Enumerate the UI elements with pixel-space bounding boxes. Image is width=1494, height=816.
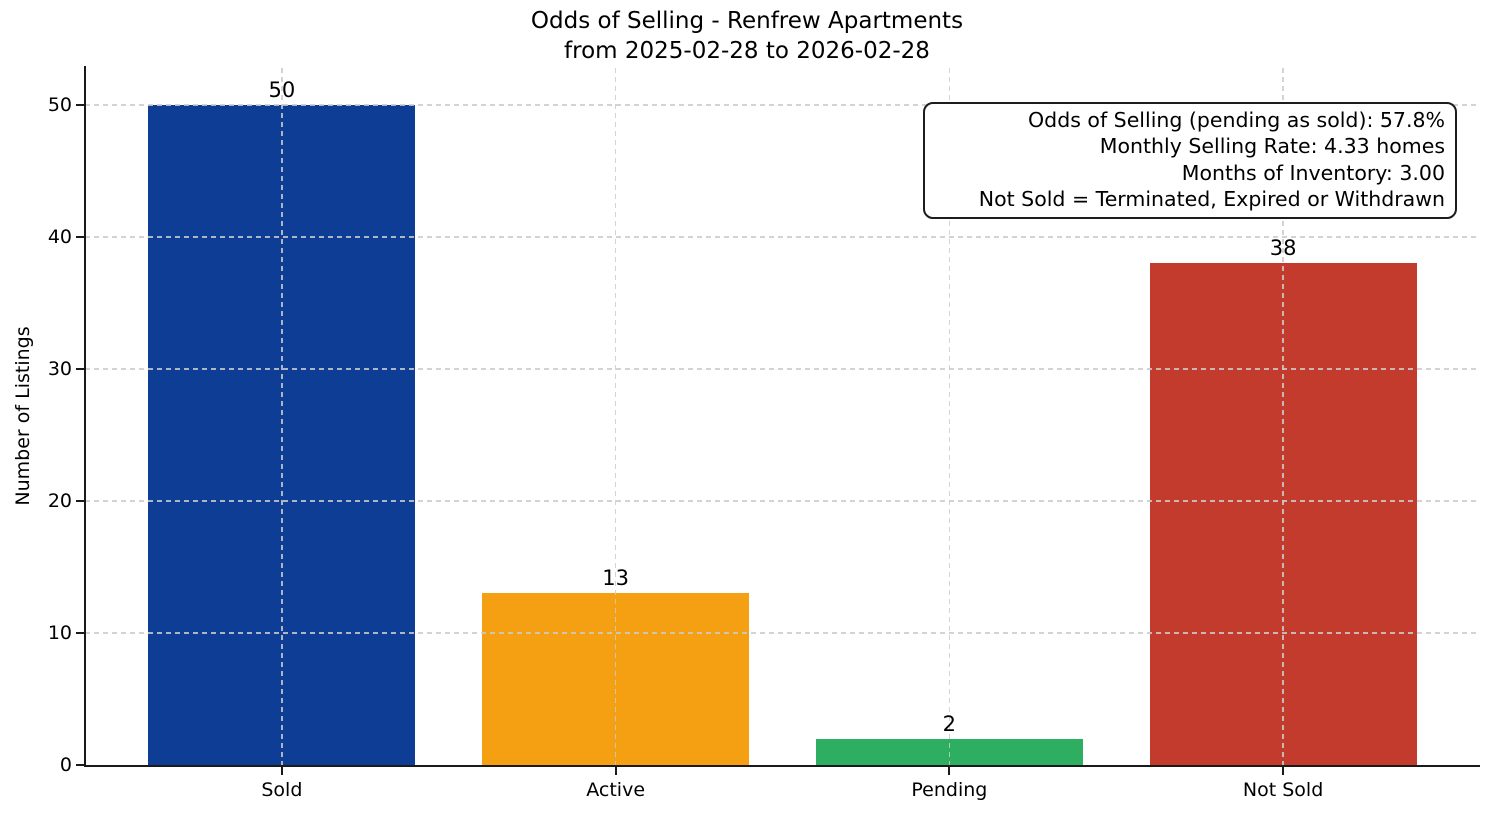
gridline-x-sold — [281, 68, 283, 765]
y-axis-label: Number of Listings — [12, 326, 34, 506]
y-tick-label-30: 30 — [47, 357, 72, 380]
x-axis-spine — [84, 765, 1480, 768]
annotation-line-inventory: Months of Inventory: 3.00 — [1181, 160, 1445, 185]
bar-value-label-sold: 50 — [268, 77, 296, 102]
gridline-x-active — [614, 68, 617, 765]
y-axis-spine — [84, 66, 87, 767]
y-tick-30 — [76, 367, 84, 371]
y-tick-label-0: 0 — [59, 754, 72, 776]
y-tick-label-50: 50 — [47, 93, 72, 116]
bar-value-label-pending: 2 — [942, 711, 957, 736]
annotation-line-odds: Odds of Selling (pending as sold): 57.8% — [1028, 108, 1445, 132]
gridline-y-10 — [85, 632, 1480, 634]
gridline-y-20 — [85, 500, 1480, 502]
chart-title-line1: Odds of Selling - Renfrew Apartments — [530, 8, 964, 34]
x-tick-label-active: Active — [586, 779, 646, 801]
chart-title: Odds of Selling - Renfrew Apartments fro… — [0, 6, 1494, 66]
y-tick-0 — [76, 763, 84, 767]
y-tick-label-20: 20 — [47, 489, 72, 512]
y-tick-20 — [76, 499, 84, 503]
x-tick-not-sold — [1281, 767, 1285, 775]
annotation-line-not-sold-note: Not Sold = Terminated, Expired or Withdr… — [978, 187, 1445, 212]
y-tick-label-10: 10 — [47, 621, 72, 644]
x-tick-active — [614, 767, 617, 775]
x-tick-pending — [948, 767, 951, 775]
plot-area: 50 13 2 38 — [85, 68, 1480, 765]
bar-value-label-not-sold: 38 — [1269, 236, 1297, 261]
gridline-y-50 — [85, 104, 1480, 106]
annotation-line-monthly-rate: Monthly Selling Rate: 4.33 homes — [1099, 134, 1445, 159]
bar-value-label-active: 13 — [602, 566, 629, 591]
x-tick-label-not-sold: Not Sold — [1242, 779, 1324, 801]
chart-title-line2: from 2025-02-28 to 2026-02-28 — [564, 38, 930, 64]
y-tick-10 — [76, 631, 84, 635]
gridline-x-not-sold — [1282, 68, 1284, 765]
x-tick-label-pending: Pending — [911, 779, 988, 801]
annotation-box: Odds of Selling (pending as sold): 57.8%… — [923, 102, 1457, 219]
gridline-x-pending — [948, 68, 951, 765]
y-tick-50 — [76, 103, 84, 107]
gridline-y-40 — [85, 236, 1480, 238]
y-tick-label-40: 40 — [47, 225, 72, 248]
x-tick-sold — [280, 767, 283, 775]
x-tick-label-sold: Sold — [261, 779, 303, 801]
y-tick-40 — [76, 235, 84, 239]
gridline-y-30 — [85, 368, 1480, 370]
